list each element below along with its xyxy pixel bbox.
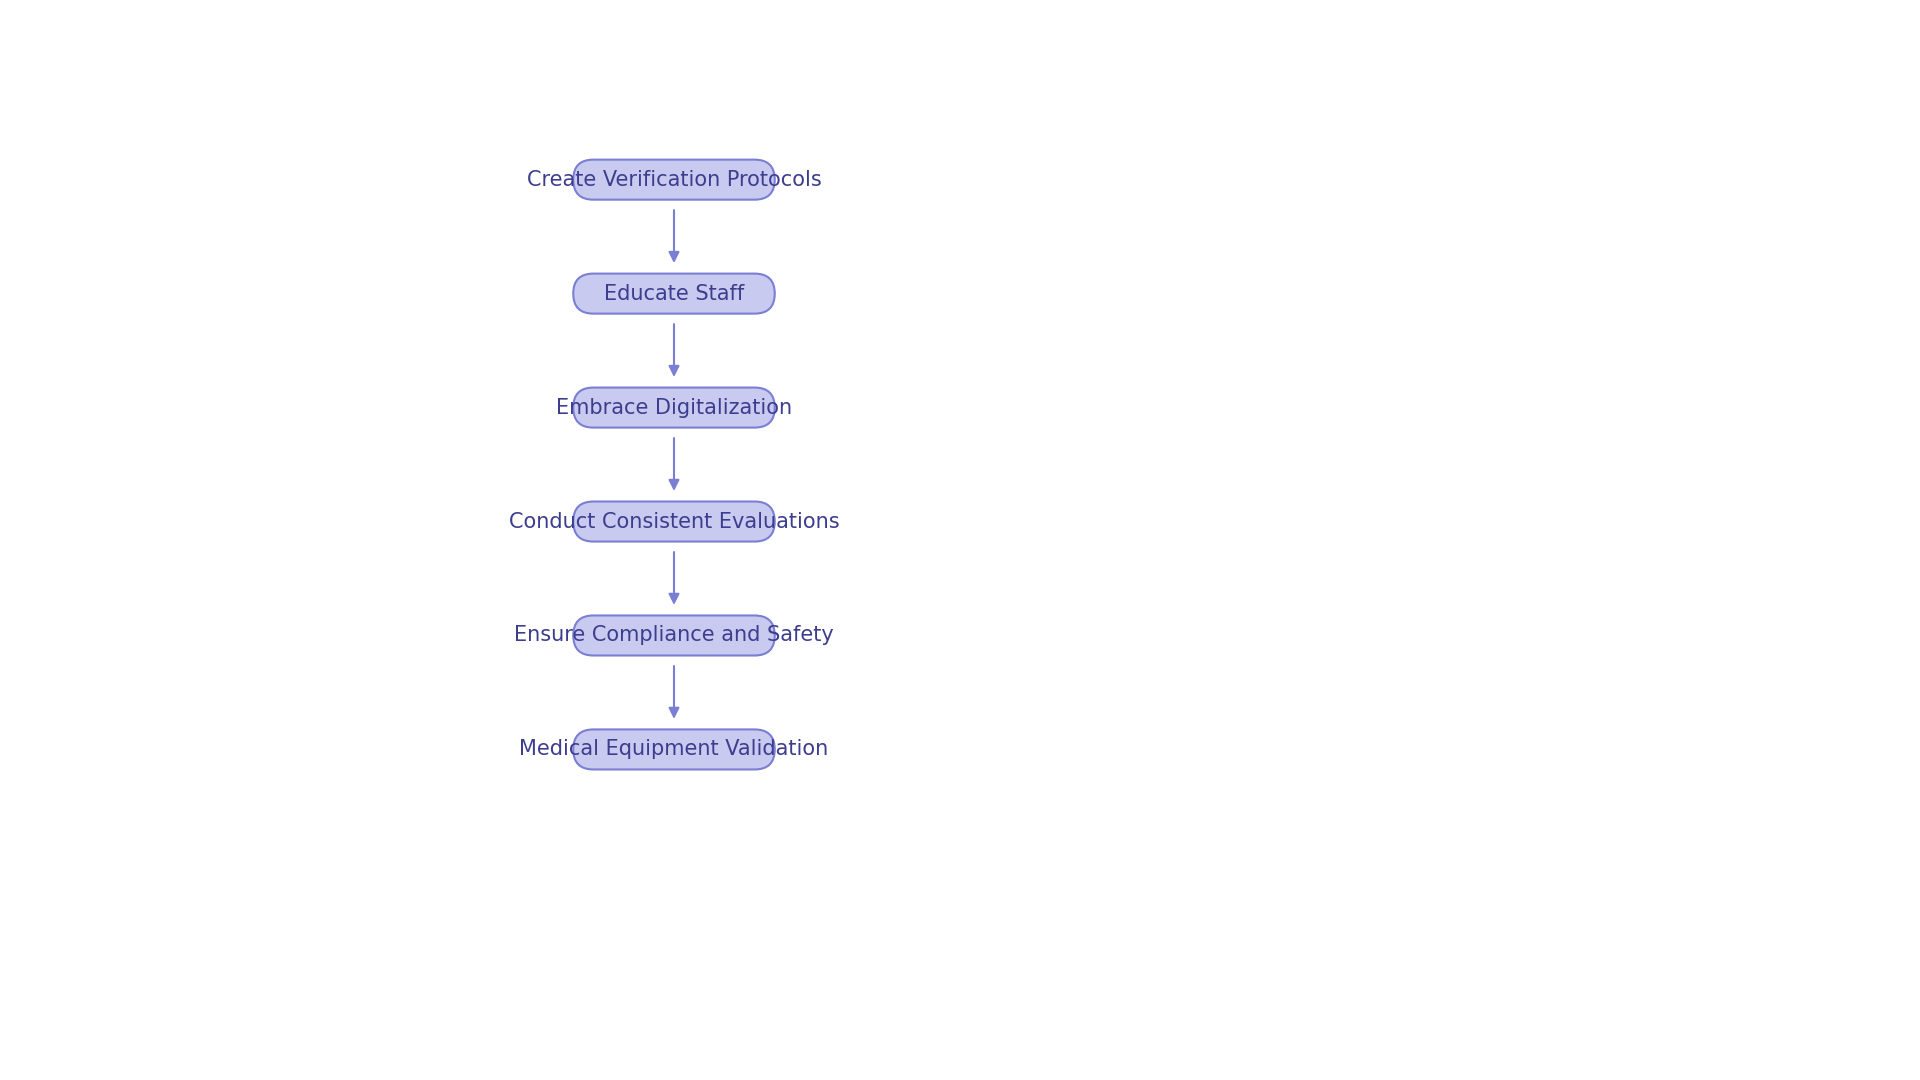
Text: Create Verification Protocols: Create Verification Protocols — [526, 170, 822, 190]
FancyBboxPatch shape — [574, 273, 776, 313]
Text: Educate Staff: Educate Staff — [605, 284, 745, 303]
Text: Embrace Digitalization: Embrace Digitalization — [557, 397, 793, 418]
Text: Medical Equipment Validation: Medical Equipment Validation — [520, 740, 829, 759]
Text: Conduct Consistent Evaluations: Conduct Consistent Evaluations — [509, 512, 839, 531]
FancyBboxPatch shape — [574, 616, 776, 656]
Text: Ensure Compliance and Safety: Ensure Compliance and Safety — [515, 625, 833, 646]
FancyBboxPatch shape — [574, 729, 776, 769]
FancyBboxPatch shape — [574, 501, 776, 541]
FancyBboxPatch shape — [574, 388, 776, 428]
FancyBboxPatch shape — [574, 160, 776, 200]
